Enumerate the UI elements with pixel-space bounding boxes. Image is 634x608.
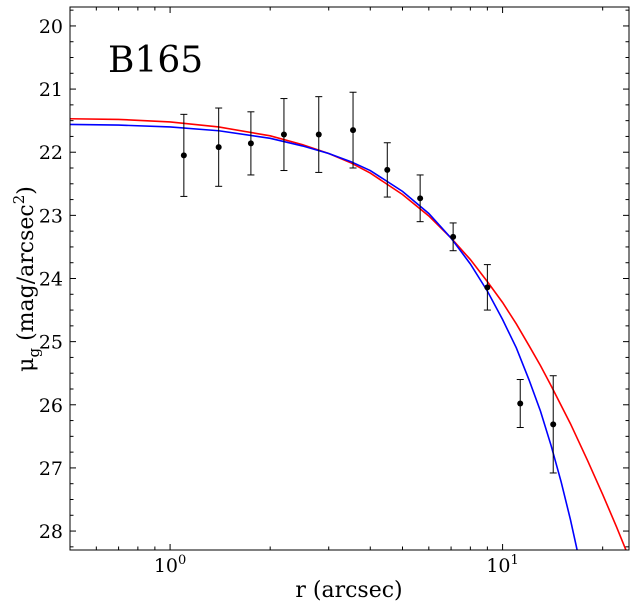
- data-point: [180, 152, 187, 159]
- y-tick-label: 23: [39, 205, 63, 227]
- plot-frame: [69, 6, 630, 551]
- y-tick-label: 24: [39, 269, 63, 291]
- y-axis-title-symbol: μ: [14, 358, 39, 372]
- data-point: [280, 131, 287, 138]
- data-point: [315, 131, 322, 138]
- y-tick-label: 25: [39, 332, 63, 354]
- y-axis-title-close: ): [14, 186, 39, 195]
- data-point: [417, 195, 424, 202]
- y-tick-label: 26: [39, 395, 63, 417]
- panel-annotation: B165: [108, 40, 203, 81]
- y-axis-title: μg (mag/arcsec2): [10, 186, 43, 372]
- x-tick-label-exponent: 1: [511, 553, 519, 568]
- y-tick-label: 28: [39, 521, 63, 543]
- data-point: [215, 144, 222, 151]
- y-tick-label: 27: [39, 458, 63, 480]
- data-point: [247, 140, 254, 147]
- y-tick-label: 20: [39, 16, 63, 38]
- data-point: [484, 284, 491, 291]
- x-axis-title: r (arcsec): [295, 578, 402, 603]
- x-tick-label-base: 10: [154, 555, 178, 577]
- data-point: [517, 400, 524, 407]
- y-axis-title-superscript: 2: [10, 195, 28, 205]
- data-point: [350, 127, 357, 134]
- model-curve-2: [70, 123, 578, 550]
- model-curve-1: [70, 117, 627, 550]
- data-point: [384, 166, 391, 173]
- data-point: [450, 233, 457, 240]
- x-tick-label: 100: [154, 553, 186, 577]
- y-axis-title-units: (mag/arcsec: [14, 204, 39, 348]
- y-tick-label: 22: [39, 142, 63, 164]
- x-tick-label-base: 10: [486, 555, 510, 577]
- x-tick-label-exponent: 0: [178, 553, 186, 568]
- y-tick-label: 21: [39, 79, 63, 101]
- data-point: [550, 421, 557, 428]
- y-axis-title-subscript: g: [25, 348, 43, 358]
- x-tick-label: 101: [486, 553, 518, 577]
